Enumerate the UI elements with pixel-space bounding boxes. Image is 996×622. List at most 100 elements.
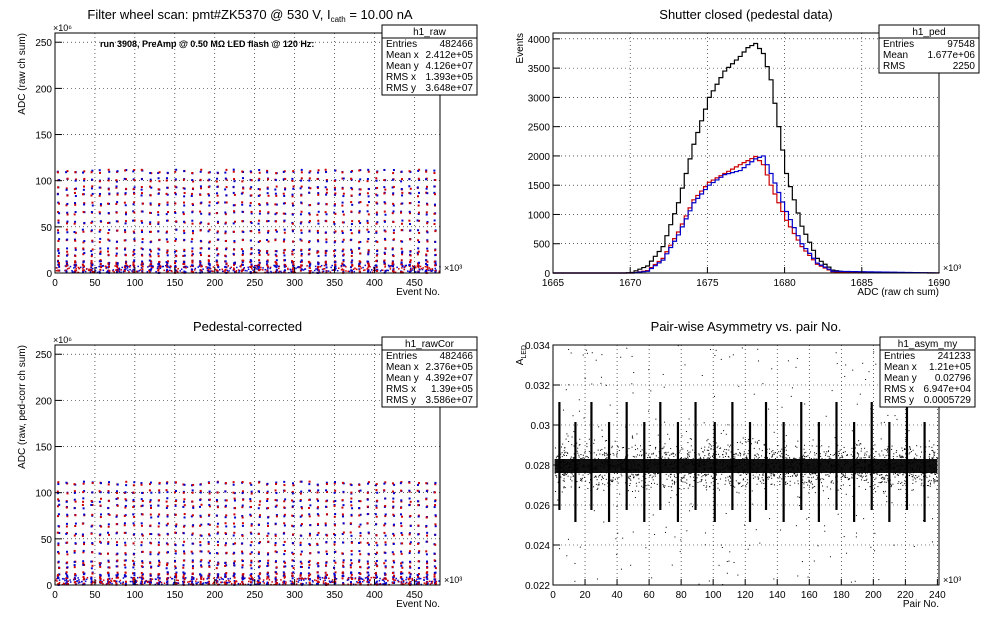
data-point xyxy=(266,500,269,503)
data-point xyxy=(563,464,565,466)
data-point xyxy=(362,269,365,272)
data-point xyxy=(674,483,676,485)
data-point xyxy=(696,463,698,465)
data-point xyxy=(241,516,244,519)
data-point xyxy=(132,261,135,264)
data-point xyxy=(921,459,923,461)
data-point xyxy=(146,581,149,584)
data-point xyxy=(423,582,426,584)
data-point xyxy=(291,572,294,575)
data-point xyxy=(56,505,59,508)
data-point xyxy=(761,464,763,466)
data-point xyxy=(83,577,86,580)
data-point xyxy=(150,542,153,545)
data-point xyxy=(681,477,683,479)
data-point xyxy=(843,476,845,478)
data-point xyxy=(166,583,169,586)
data-point xyxy=(283,238,286,241)
data-point xyxy=(90,265,92,267)
data-point xyxy=(107,490,110,493)
data-point xyxy=(807,467,809,469)
data-point xyxy=(642,475,644,477)
data-point xyxy=(364,577,367,579)
data-point xyxy=(252,578,254,580)
data-point xyxy=(101,581,104,583)
data-point xyxy=(182,262,185,265)
data-point xyxy=(897,473,899,475)
x-tick-label: 1675 xyxy=(696,278,719,289)
data-point xyxy=(358,580,361,583)
data-point xyxy=(316,523,319,526)
y-tick-label: 100 xyxy=(35,177,52,188)
data-point xyxy=(796,446,798,448)
data-point xyxy=(232,574,235,577)
data-point xyxy=(395,577,397,580)
data-point xyxy=(274,499,277,502)
data-point xyxy=(207,271,209,274)
data-point xyxy=(249,514,252,517)
data-point xyxy=(132,552,135,555)
data-point xyxy=(73,507,76,510)
data-point xyxy=(839,465,841,467)
data-point xyxy=(350,238,353,241)
data-point xyxy=(324,231,327,234)
data-point xyxy=(115,532,118,535)
data-point xyxy=(106,202,109,205)
data-point xyxy=(73,271,75,273)
data-point xyxy=(128,265,131,267)
data-point xyxy=(116,170,119,173)
data-point xyxy=(57,254,60,257)
data-point xyxy=(295,580,298,583)
data-point xyxy=(304,268,307,270)
data-point xyxy=(330,266,332,269)
data-point xyxy=(367,237,370,240)
x-tick-label: 200 xyxy=(206,590,223,601)
data-point xyxy=(74,248,77,251)
data-point xyxy=(837,444,839,446)
data-point xyxy=(141,268,144,271)
data-point xyxy=(681,480,683,482)
data-point xyxy=(65,265,67,268)
data-point xyxy=(66,264,69,267)
data-point xyxy=(426,578,429,581)
data-point xyxy=(174,513,177,516)
data-point xyxy=(418,261,421,264)
data-point xyxy=(166,497,169,500)
data-point xyxy=(736,441,738,443)
data-point xyxy=(367,574,370,577)
data-point xyxy=(752,474,754,476)
data-point xyxy=(233,580,236,582)
data-point xyxy=(375,259,378,262)
data-point xyxy=(207,230,210,233)
data-point xyxy=(825,471,827,473)
data-point xyxy=(422,267,424,269)
data-point xyxy=(150,186,153,189)
data-point xyxy=(426,534,429,537)
x-tick-label: 450 xyxy=(406,590,423,601)
data-point xyxy=(215,579,218,581)
data-point xyxy=(772,454,774,456)
data-point xyxy=(107,491,110,494)
data-point xyxy=(408,170,411,173)
stats-row-value: 3.648e+07 xyxy=(425,83,473,94)
data-point xyxy=(610,465,612,467)
data-point xyxy=(57,582,60,585)
data-point xyxy=(723,468,725,470)
data-point xyxy=(863,469,865,471)
data-point xyxy=(425,516,428,519)
data-point xyxy=(202,577,205,580)
data-point xyxy=(409,580,411,583)
data-point xyxy=(57,211,60,214)
data-point xyxy=(317,582,319,585)
data-point xyxy=(216,540,219,543)
data-point xyxy=(840,485,842,487)
data-point xyxy=(174,178,177,181)
data-point xyxy=(606,461,608,463)
data-point xyxy=(150,268,153,270)
data-point xyxy=(416,253,419,256)
data-point xyxy=(225,525,228,528)
data-point xyxy=(66,582,69,585)
data-point xyxy=(224,213,227,216)
data-point xyxy=(816,475,818,477)
data-point xyxy=(275,492,278,495)
